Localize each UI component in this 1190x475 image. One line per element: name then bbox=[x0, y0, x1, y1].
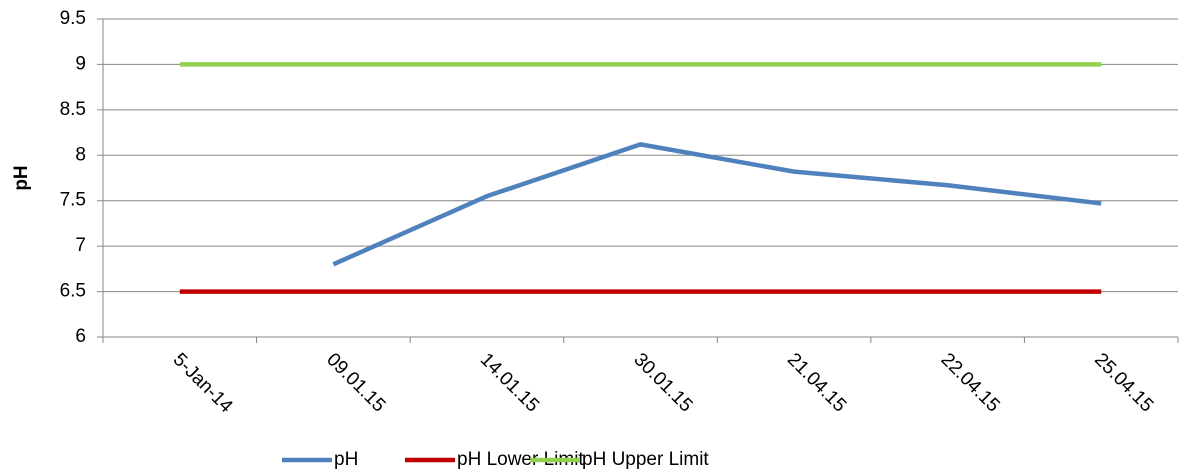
legend-label: pH bbox=[334, 449, 358, 470]
y-tick-label: 7 bbox=[75, 235, 86, 256]
x-tick-label: 30.01.15 bbox=[629, 349, 696, 416]
legend-label: pH Upper Limit bbox=[582, 449, 709, 470]
x-tick-label: 21.04.15 bbox=[783, 349, 850, 416]
x-tick-label: 22.04.15 bbox=[937, 349, 1004, 416]
x-tick-label: 5-Jan-14 bbox=[169, 349, 237, 417]
y-tick-label: 9.5 bbox=[60, 8, 86, 29]
y-tick-label: 9 bbox=[75, 53, 86, 74]
y-axis-label: pH bbox=[11, 165, 32, 190]
x-tick-label: 25.04.15 bbox=[1090, 349, 1157, 416]
x-tick-label: 09.01.15 bbox=[322, 349, 389, 416]
y-tick-label: 6.5 bbox=[60, 281, 86, 302]
x-tick-label: 14.01.15 bbox=[476, 349, 543, 416]
y-tick-label: 6 bbox=[75, 326, 86, 347]
y-tick-label: 8 bbox=[75, 144, 86, 165]
line-series bbox=[332, 142, 1102, 267]
y-tick-label: 7.5 bbox=[60, 190, 86, 211]
y-tick-label: 8.5 bbox=[60, 99, 86, 120]
legend-label: pH Lower Limit bbox=[457, 449, 584, 470]
